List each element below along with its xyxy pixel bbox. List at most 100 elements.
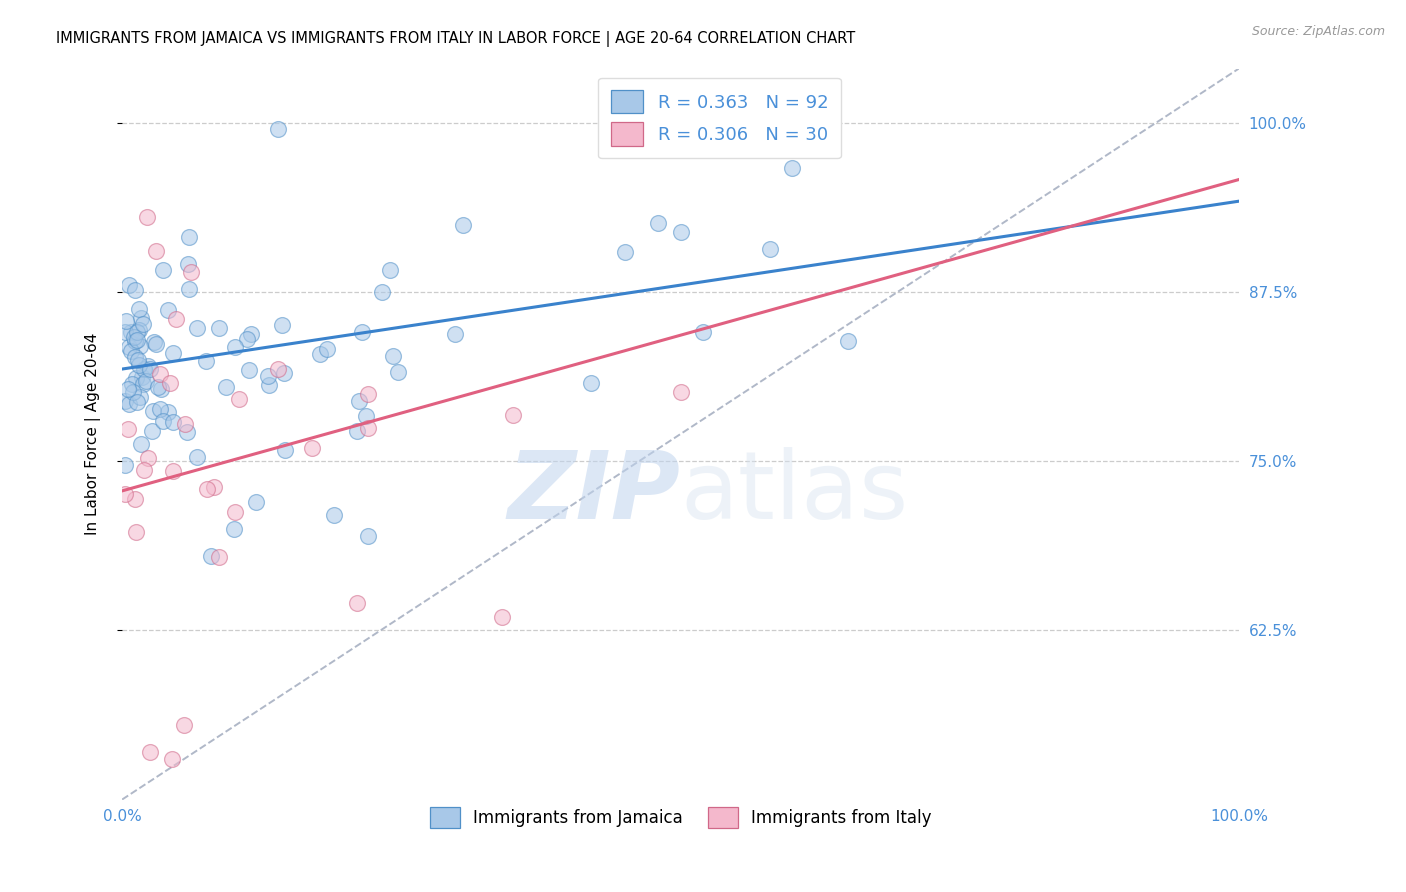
Point: [162, 346, 184, 360]
Point: [357, 528, 380, 542]
Point: [128, 323, 150, 337]
Point: [346, 596, 368, 610]
Point: [115, 314, 138, 328]
Point: [177, 257, 200, 271]
Point: [780, 161, 803, 175]
Point: [352, 325, 374, 339]
Point: [141, 425, 163, 439]
Point: [152, 414, 174, 428]
Point: [149, 368, 172, 382]
Point: [121, 376, 143, 391]
Point: [315, 342, 337, 356]
Point: [200, 549, 222, 563]
Point: [208, 320, 231, 334]
Point: [173, 718, 195, 732]
Point: [257, 368, 280, 383]
Point: [347, 393, 370, 408]
Point: [274, 443, 297, 458]
Point: [357, 421, 380, 435]
Point: [669, 225, 692, 239]
Point: [194, 353, 217, 368]
Point: [117, 382, 139, 396]
Point: [195, 482, 218, 496]
Point: [837, 334, 859, 348]
Point: [301, 441, 323, 455]
Point: [245, 494, 267, 508]
Point: [165, 312, 187, 326]
Point: [129, 390, 152, 404]
Point: [177, 229, 200, 244]
Point: [114, 458, 136, 472]
Point: [120, 326, 142, 340]
Point: [131, 310, 153, 325]
Legend: Immigrants from Jamaica, Immigrants from Italy: Immigrants from Jamaica, Immigrants from…: [423, 800, 938, 835]
Point: [224, 505, 246, 519]
Point: [159, 376, 181, 391]
Point: [378, 262, 401, 277]
Point: [309, 347, 332, 361]
Point: [186, 321, 208, 335]
Point: [371, 285, 394, 300]
Point: [129, 437, 152, 451]
Point: [132, 377, 155, 392]
Point: [127, 325, 149, 339]
Text: ZIP: ZIP: [508, 447, 681, 539]
Point: [124, 334, 146, 348]
Point: [273, 366, 295, 380]
Point: [134, 361, 156, 376]
Point: [149, 402, 172, 417]
Point: [149, 382, 172, 396]
Point: [142, 334, 165, 349]
Point: [271, 318, 294, 332]
Point: [346, 424, 368, 438]
Point: [118, 278, 141, 293]
Point: [162, 464, 184, 478]
Point: [132, 317, 155, 331]
Point: [180, 264, 202, 278]
Point: [120, 344, 142, 359]
Point: [128, 302, 150, 317]
Point: [131, 369, 153, 384]
Point: [136, 450, 159, 465]
Point: [135, 374, 157, 388]
Point: [451, 218, 474, 232]
Point: [124, 283, 146, 297]
Point: [502, 409, 524, 423]
Point: [162, 752, 184, 766]
Point: [136, 359, 159, 373]
Point: [156, 302, 179, 317]
Point: [267, 362, 290, 376]
Text: IMMIGRANTS FROM JAMAICA VS IMMIGRANTS FROM ITALY IN LABOR FORCE | AGE 20-64 CORR: IMMIGRANTS FROM JAMAICA VS IMMIGRANTS FR…: [56, 31, 855, 47]
Point: [146, 380, 169, 394]
Point: [124, 370, 146, 384]
Point: [613, 245, 636, 260]
Point: [692, 325, 714, 339]
Point: [124, 329, 146, 343]
Point: [145, 337, 167, 351]
Y-axis label: In Labor Force | Age 20-64: In Labor Force | Age 20-64: [86, 333, 101, 535]
Point: [323, 508, 346, 523]
Point: [236, 332, 259, 346]
Point: [186, 450, 208, 464]
Point: [117, 340, 139, 354]
Point: [179, 282, 201, 296]
Point: [759, 243, 782, 257]
Point: [152, 263, 174, 277]
Point: [135, 211, 157, 225]
Point: [176, 425, 198, 439]
Point: [669, 384, 692, 399]
Point: [124, 492, 146, 507]
Point: [208, 549, 231, 564]
Point: [125, 395, 148, 409]
Text: Source: ZipAtlas.com: Source: ZipAtlas.com: [1251, 25, 1385, 38]
Point: [124, 350, 146, 364]
Point: [139, 362, 162, 376]
Point: [114, 487, 136, 501]
Point: [114, 393, 136, 408]
Point: [382, 349, 405, 363]
Point: [145, 244, 167, 259]
Point: [134, 463, 156, 477]
Point: [647, 216, 669, 230]
Point: [118, 397, 141, 411]
Point: [114, 325, 136, 339]
